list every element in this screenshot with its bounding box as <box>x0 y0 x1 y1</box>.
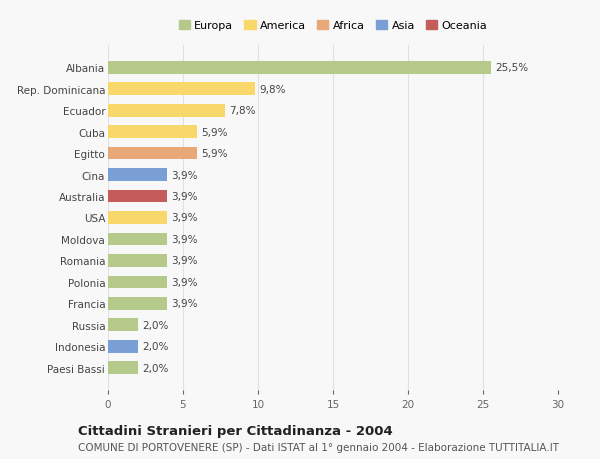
Text: 3,9%: 3,9% <box>171 235 197 245</box>
Text: 5,9%: 5,9% <box>201 127 227 137</box>
Legend: Europa, America, Africa, Asia, Oceania: Europa, America, Africa, Asia, Oceania <box>179 21 487 31</box>
Bar <box>108 212 167 224</box>
Bar <box>108 362 138 375</box>
Text: 9,8%: 9,8% <box>260 84 286 95</box>
Text: 5,9%: 5,9% <box>201 149 227 159</box>
Bar <box>108 297 167 310</box>
Text: 3,9%: 3,9% <box>171 213 197 223</box>
Text: 3,9%: 3,9% <box>171 170 197 180</box>
Text: 2,0%: 2,0% <box>143 341 169 352</box>
Text: 25,5%: 25,5% <box>495 63 528 73</box>
Text: 2,0%: 2,0% <box>143 320 169 330</box>
Bar <box>108 126 197 139</box>
Bar <box>108 319 138 332</box>
Text: 2,0%: 2,0% <box>143 363 169 373</box>
Bar <box>108 147 197 160</box>
Text: COMUNE DI PORTOVENERE (SP) - Dati ISTAT al 1° gennaio 2004 - Elaborazione TUTTIT: COMUNE DI PORTOVENERE (SP) - Dati ISTAT … <box>78 442 559 452</box>
Bar <box>108 62 491 74</box>
Bar <box>108 169 167 182</box>
Bar <box>108 276 167 289</box>
Bar <box>108 190 167 203</box>
Bar <box>108 233 167 246</box>
Text: 3,9%: 3,9% <box>171 299 197 309</box>
Bar <box>108 83 255 96</box>
Text: Cittadini Stranieri per Cittadinanza - 2004: Cittadini Stranieri per Cittadinanza - 2… <box>78 425 393 437</box>
Bar <box>108 340 138 353</box>
Bar <box>108 104 225 118</box>
Text: 3,9%: 3,9% <box>171 256 197 266</box>
Text: 3,9%: 3,9% <box>171 277 197 287</box>
Text: 3,9%: 3,9% <box>171 191 197 202</box>
Bar <box>108 254 167 267</box>
Text: 7,8%: 7,8% <box>229 106 256 116</box>
